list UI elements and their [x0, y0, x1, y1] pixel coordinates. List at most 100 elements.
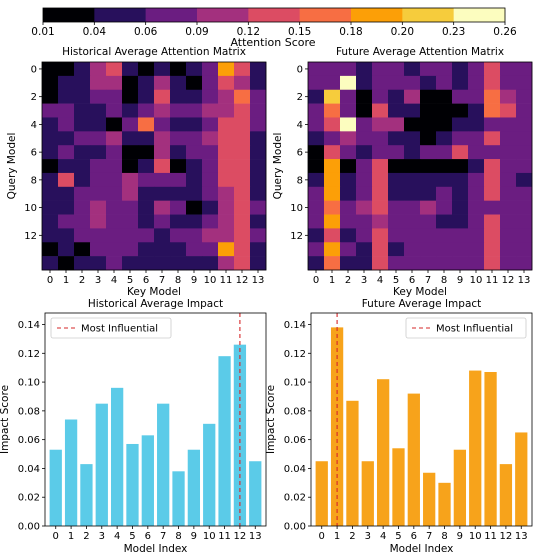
heatmap-cell [324, 228, 341, 243]
heatmap-cell [372, 228, 389, 243]
heatmap-cell [404, 186, 421, 201]
heatmap-cell [90, 186, 107, 201]
heatmap-cell [122, 214, 139, 229]
heatmap-cell [218, 172, 235, 188]
heatmap-cell [388, 89, 405, 104]
heatmap-cell [340, 172, 357, 188]
y-tick-label: 0.04 [18, 464, 40, 475]
colorbar-tick-label: 0.12 [237, 26, 260, 38]
heatmap-cell [250, 172, 267, 188]
x-tick-label: 5 [393, 275, 399, 286]
heatmap-cell [218, 145, 235, 160]
x-tick-label: 2 [349, 531, 355, 542]
x-axis-label: Model Index [124, 543, 188, 555]
heatmap-cell [250, 200, 267, 215]
y-tick-label: 0.12 [284, 349, 306, 360]
heatmap-cell [58, 131, 75, 146]
heatmap-cell [356, 75, 373, 91]
x-tick-label: 5 [127, 275, 133, 286]
heatmap-cell [452, 145, 469, 160]
heatmap-cell [202, 117, 219, 132]
heatmap-cell [516, 228, 533, 243]
heatmap-cell [74, 103, 91, 118]
bar-chart-frame [44, 312, 267, 527]
heatmap-cell [452, 214, 469, 229]
heatmap-cell [404, 159, 421, 174]
heatmap-cell [468, 89, 485, 104]
heatmap-cell [170, 256, 187, 271]
heatmap-cell [186, 159, 203, 174]
heatmap-cell [468, 159, 485, 174]
heatmap-cell [58, 214, 75, 229]
heatmap-cell [186, 186, 203, 201]
x-tick-label: 11 [486, 275, 499, 286]
x-tick-label: 1 [329, 275, 335, 286]
heatmap-cell [420, 214, 437, 229]
heatmap-cell [356, 200, 373, 215]
heatmap-cell [404, 256, 421, 271]
x-tick-label: 6 [411, 531, 417, 542]
heatmap-cell [308, 131, 325, 146]
heatmap-cell [468, 75, 485, 91]
heatmap-cell [202, 200, 219, 215]
x-tick-label: 10 [203, 531, 216, 542]
heatmap-cell [308, 103, 325, 118]
x-tick-label: 7 [160, 531, 166, 542]
heatmap-cell [138, 62, 155, 77]
heatmap-cell [388, 172, 405, 188]
heatmap-cell [500, 75, 517, 91]
bar [315, 461, 328, 526]
heatmap-cell [250, 75, 267, 91]
legend-box [50, 317, 172, 339]
heatmap-cell [308, 186, 325, 201]
heatmap-cell [372, 103, 389, 118]
heatmap-cell [218, 75, 235, 91]
y-tick-label: 6 [31, 148, 37, 159]
heatmap-cell [250, 62, 267, 77]
heatmap-cell [324, 117, 341, 132]
heatmap-cell [138, 214, 155, 229]
heatmap-cell [356, 159, 373, 174]
heatmap-cell [436, 242, 453, 257]
heatmap-cell [186, 131, 203, 146]
heatmap-cell [42, 103, 59, 118]
heatmap-cell [324, 159, 341, 174]
heatmap-cell [468, 145, 485, 160]
heatmap-cell [234, 200, 251, 215]
bar [376, 379, 390, 526]
heatmap-cell [74, 200, 91, 215]
heatmap-cell [202, 228, 219, 243]
colorbar-tick-label: 0.20 [391, 26, 414, 38]
heatmap-cell [218, 228, 235, 243]
colorbar-segment [197, 8, 249, 22]
legend-label: Most Influential [81, 324, 158, 335]
heatmap-cell [372, 200, 389, 215]
heatmap-cell [436, 131, 453, 146]
heatmap-cell [170, 159, 187, 174]
heatmap-cell [170, 214, 187, 229]
heatmap-cell [122, 89, 139, 104]
heatmap-frame [307, 61, 533, 271]
heatmap-cell [324, 145, 341, 160]
bar-chart-title: Future Average Impact [362, 298, 482, 310]
bar [110, 387, 124, 526]
x-tick-label: 2 [345, 275, 351, 286]
heatmap-cell [106, 200, 123, 215]
heatmap-cell [356, 62, 373, 77]
y-axis-label: Query Model [6, 133, 18, 200]
heatmap-cell [324, 200, 341, 215]
heatmap-cell [154, 228, 171, 243]
heatmap-cell [436, 214, 453, 229]
heatmap-cell [90, 214, 107, 229]
heatmap-cell [452, 117, 469, 132]
colorbar-segment [402, 8, 454, 22]
y-tick-label: 12 [290, 231, 303, 242]
heatmap-cell [42, 228, 59, 243]
heatmap-cell [500, 62, 517, 77]
heatmap-cell [468, 242, 485, 257]
heatmap-cell [74, 117, 91, 132]
heatmap-cell [154, 159, 171, 174]
heatmap-cell [356, 228, 373, 243]
x-tick-label: 0 [47, 275, 53, 286]
